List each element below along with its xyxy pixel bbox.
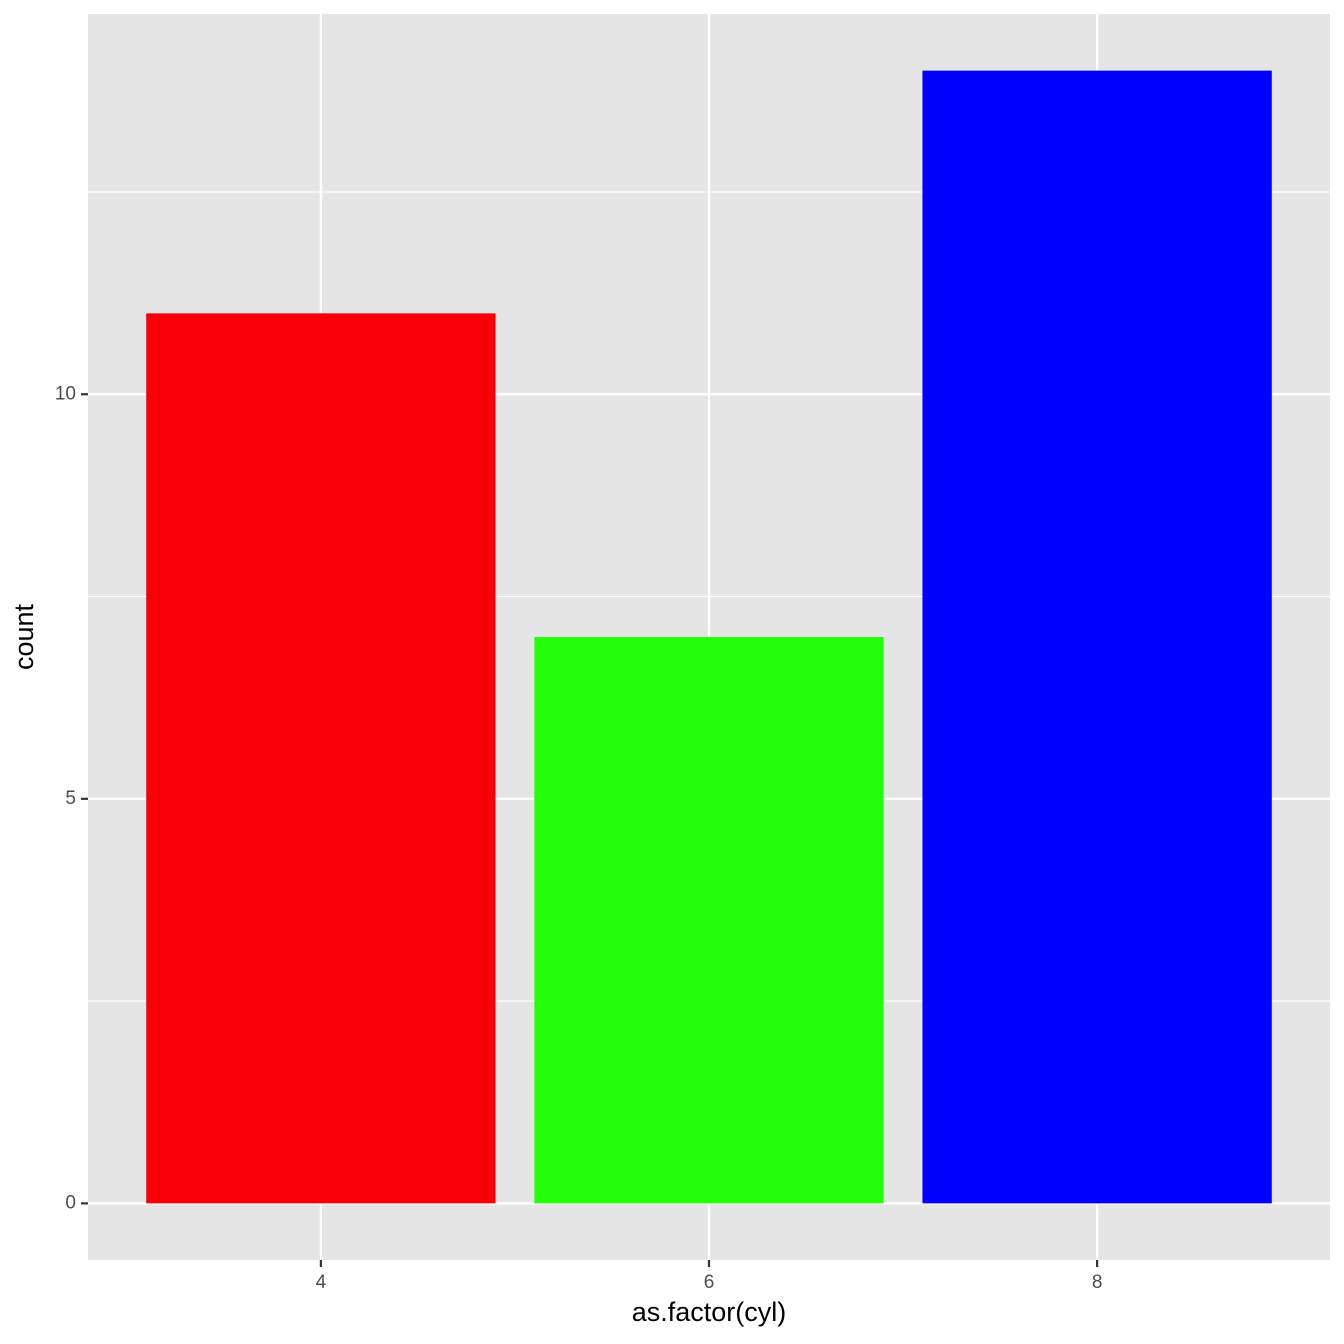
x-tick-label: 4 (316, 1272, 327, 1293)
x-tick-label: 8 (1092, 1272, 1103, 1293)
y-tick-label: 5 (65, 788, 76, 809)
x-tick-label: 6 (704, 1272, 715, 1293)
bar (534, 637, 884, 1204)
bar (922, 70, 1272, 1204)
y-tick-label: 0 (65, 1192, 76, 1213)
y-axis-title: count (9, 603, 39, 670)
bar (146, 313, 496, 1204)
y-tick-label: 10 (55, 383, 76, 404)
x-axis-title: as.factor(cyl) (632, 1297, 787, 1327)
